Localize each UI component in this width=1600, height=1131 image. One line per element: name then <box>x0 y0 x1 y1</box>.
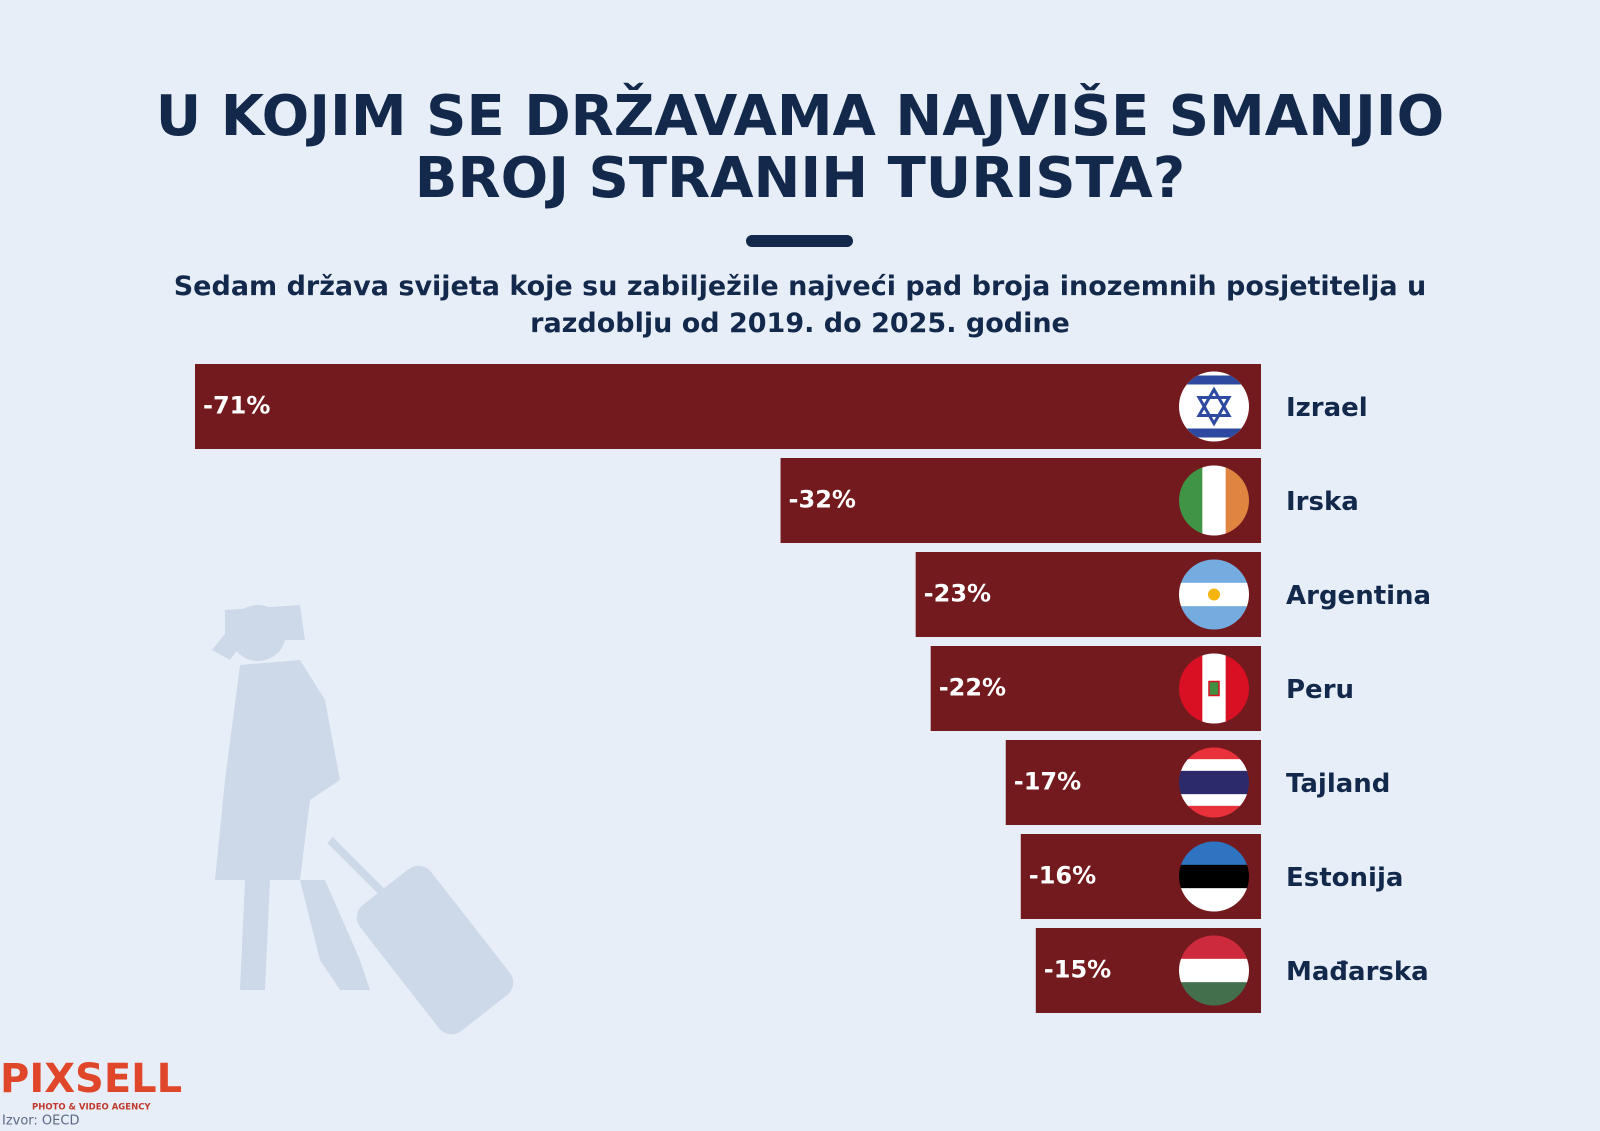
bar <box>195 364 1261 449</box>
flag-part <box>1179 759 1249 772</box>
flag-part <box>1179 864 1249 890</box>
flag-part <box>1196 386 1232 417</box>
category-label: Izrael <box>1286 393 1368 423</box>
flag-part <box>1208 588 1220 601</box>
flag-part <box>1208 680 1220 697</box>
flag-part <box>1179 982 1249 1006</box>
value-label: -71% <box>203 392 270 420</box>
source: Izvor: OECD <box>2 1114 79 1129</box>
logo-tagline: PHOTO & VIDEO AGENCY <box>32 1103 151 1113</box>
flag-part <box>1179 794 1249 807</box>
category-label: Tajland <box>1286 769 1390 799</box>
chart-subtitle: Sedam država svijeta koje su zabilježile… <box>173 271 1427 339</box>
flag-part <box>1202 465 1227 536</box>
flag <box>1179 371 1249 442</box>
flag <box>1179 559 1249 630</box>
category-label: Argentina <box>1286 581 1431 611</box>
flag-part <box>1179 606 1249 630</box>
flag-part <box>1225 465 1249 536</box>
category-label: Irska <box>1286 487 1359 517</box>
category-label: Estonija <box>1286 863 1403 893</box>
logo-name: PIXSELL <box>0 1056 182 1102</box>
flag-part <box>1179 770 1249 796</box>
flag-part <box>1179 888 1249 912</box>
flag-part <box>1179 805 1249 818</box>
value-label: -17% <box>1014 768 1081 796</box>
flag-part <box>1179 428 1249 438</box>
value-label: -23% <box>924 580 991 608</box>
value-label: -15% <box>1044 956 1111 984</box>
title-text: U KOJIM SE DRŽAVAMA NAJVIŠE SMANJIO BROJ… <box>155 84 1445 211</box>
value-label: -32% <box>789 486 856 514</box>
category-label: Peru <box>1286 675 1354 705</box>
flag-part <box>1196 396 1232 427</box>
flag-part <box>1179 375 1249 385</box>
flag-part <box>1225 653 1249 724</box>
flag-part <box>1179 958 1249 984</box>
value-label: -22% <box>939 674 1006 702</box>
traveler-silhouette <box>212 605 514 1035</box>
chart-title: U KOJIM SE DRŽAVAMA NAJVIŠE SMANJIO BROJ… <box>50 86 1550 210</box>
category-label: Mađarska <box>1286 957 1429 987</box>
divider <box>746 235 853 247</box>
flag <box>1179 653 1249 724</box>
value-label: -16% <box>1029 862 1096 890</box>
flag <box>1179 747 1249 818</box>
